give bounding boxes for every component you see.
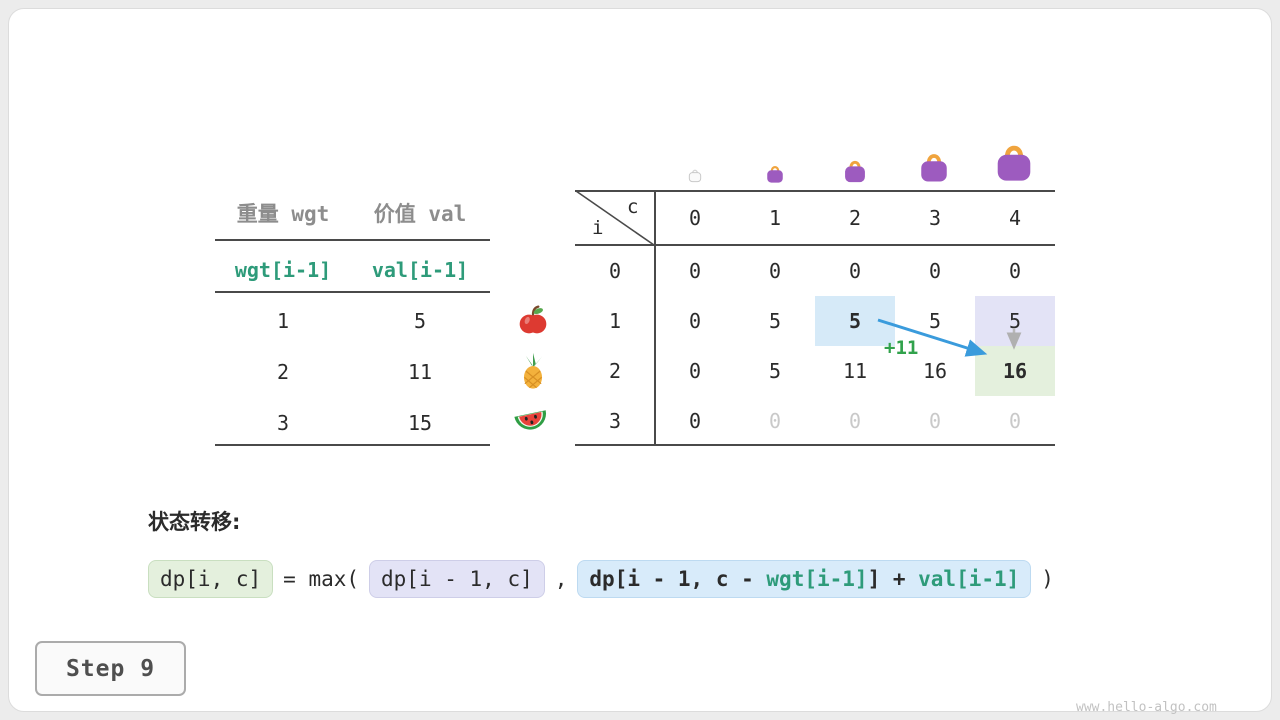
formula-comma: , — [554, 567, 568, 591]
dp-col-header-4: 4 — [1008, 206, 1022, 230]
dp-table-line-header — [575, 244, 1055, 246]
dp-table-line-top — [575, 190, 1055, 192]
pineapple-icon — [516, 352, 550, 390]
bag-xlarge-icon — [991, 139, 1037, 184]
dp-cell-3-2: 0 — [848, 409, 862, 433]
watermelon-icon — [512, 405, 550, 437]
items-table-line-mid — [215, 291, 490, 293]
item-1-value: 5 — [413, 309, 427, 333]
items-col-header-val: 价值 val — [373, 202, 467, 226]
bag-medium-icon — [841, 157, 869, 184]
formula-arg2-part3: ] + — [867, 567, 919, 591]
dp-cell-3-3: 0 — [928, 409, 942, 433]
item-2-weight: 2 — [276, 360, 290, 384]
formula-arg2-chip: dp[i - 1, c - wgt[i-1]] + val[i-1] — [577, 560, 1032, 598]
empty-bag-icon — [687, 167, 703, 183]
dp-cell-3-1: 0 — [768, 409, 782, 433]
transition-formula: dp[i, c] = max( dp[i - 1, c] , dp[i - 1,… — [148, 560, 1054, 598]
formula-arg2-part1: dp[i - 1, c - — [589, 567, 767, 591]
dp-cell-0-3: 0 — [928, 259, 942, 283]
dp-col-header-0: 0 — [688, 206, 702, 230]
dp-cell-0-4: 0 — [1008, 259, 1022, 283]
dp-cell-1-4-source-highlight: 5 — [975, 296, 1055, 346]
formula-lhs-chip: dp[i, c] — [148, 560, 274, 598]
items-formula-wgt: wgt[i-1] — [234, 258, 332, 282]
bag-large-icon — [916, 149, 952, 184]
formula-arg2-wgt: wgt[i-1] — [766, 567, 868, 591]
watermark: www.hello-algo.com — [1076, 700, 1217, 715]
dp-col-header-3: 3 — [928, 206, 942, 230]
dp-col-variable: c — [627, 196, 639, 218]
item-3-weight: 3 — [276, 411, 290, 435]
formula-arg1-chip: dp[i - 1, c] — [369, 560, 545, 598]
arrow-value-annotation: +11 — [884, 337, 919, 359]
dp-row-header-2: 2 — [608, 359, 622, 383]
dp-col-header-2: 2 — [848, 206, 862, 230]
transition-label: 状态转移: — [148, 510, 241, 534]
dp-cell-2-0: 0 — [688, 359, 702, 383]
bag-small-icon — [764, 163, 786, 184]
dp-table-line-vertical — [654, 190, 656, 446]
dp-cell-1-1: 5 — [768, 309, 782, 333]
item-1-weight: 1 — [276, 309, 290, 333]
dp-cell-0-2: 0 — [848, 259, 862, 283]
item-3-value: 15 — [407, 411, 433, 435]
dp-cell-2-2: 11 — [842, 359, 868, 383]
dp-row-header-0: 0 — [608, 259, 622, 283]
dp-row-variable: i — [592, 217, 604, 239]
items-table-line-bottom — [215, 444, 490, 446]
dp-table-line-bottom — [575, 444, 1055, 446]
item-2-value: 11 — [407, 360, 433, 384]
dp-cell-2-4-target-highlight: 16 — [975, 346, 1055, 396]
items-col-header-wgt: 重量 wgt — [236, 202, 330, 226]
dp-col-header-1: 1 — [768, 206, 782, 230]
corner-diagonal-line — [575, 190, 655, 246]
apple-icon — [517, 304, 549, 336]
dp-cell-3-4: 0 — [1008, 409, 1022, 433]
dp-cell-1-2-source-highlight: 5 — [815, 296, 895, 346]
dp-cell-0-0: 0 — [688, 259, 702, 283]
dp-corner-cell: c i — [575, 190, 655, 246]
formula-arg2-val: val[i-1] — [918, 567, 1020, 591]
dp-cell-2-3: 16 — [922, 359, 948, 383]
dp-cell-2-1: 5 — [768, 359, 782, 383]
dp-cell-3-0: 0 — [688, 409, 702, 433]
dp-cell-0-1: 0 — [768, 259, 782, 283]
dp-row-header-3: 3 — [608, 409, 622, 433]
step-label: Step 9 — [65, 655, 156, 682]
dp-cell-1-0: 0 — [688, 309, 702, 333]
step-indicator: Step 9 — [35, 641, 186, 696]
formula-equals-max: = max( — [283, 567, 360, 591]
formula-close-paren: ) — [1041, 567, 1054, 591]
items-table-line-top — [215, 239, 490, 241]
items-formula-val: val[i-1] — [371, 258, 469, 282]
dp-row-header-1: 1 — [608, 309, 622, 333]
